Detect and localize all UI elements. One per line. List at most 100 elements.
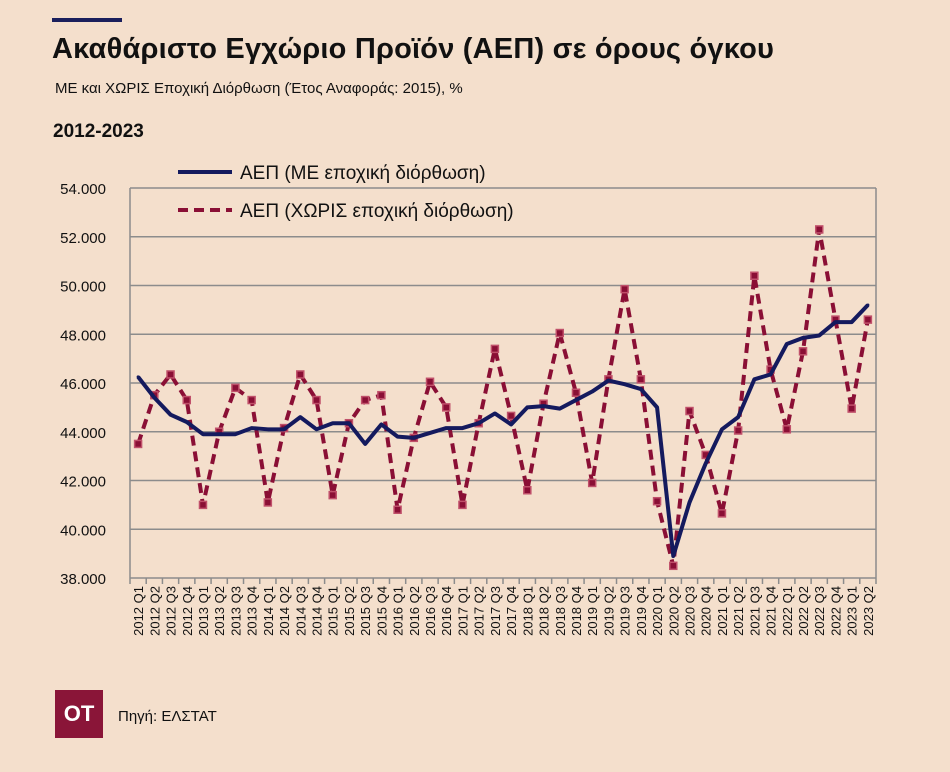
data-point-sa <box>282 427 286 431</box>
x-tick-label: 2018 Q2 <box>537 586 552 636</box>
data-point-nsa <box>490 344 500 354</box>
x-tick-label: 2022 Q2 <box>796 586 811 636</box>
data-point-nsa <box>652 496 662 506</box>
y-tick-label: 40.000 <box>60 522 106 539</box>
data-point-sa <box>136 375 140 379</box>
x-tick-label: 2013 Q2 <box>212 586 227 636</box>
x-tick-label: 2014 Q2 <box>277 586 292 636</box>
data-point-nsa <box>685 406 694 416</box>
x-tick-label: 2013 Q3 <box>228 586 243 636</box>
data-point-nsa <box>847 404 856 413</box>
x-tick-label: 2012 Q4 <box>180 586 195 636</box>
data-point-sa <box>590 390 594 394</box>
x-tick-label: 2021 Q1 <box>715 586 730 636</box>
data-point-nsa <box>733 426 743 435</box>
data-point-sa <box>736 415 740 419</box>
y-tick-label: 44.000 <box>60 425 106 442</box>
data-point-sa <box>169 413 173 417</box>
data-point-sa <box>233 432 237 436</box>
x-tick-label: 2019 Q4 <box>634 586 649 636</box>
y-tick-label: 42.000 <box>60 474 106 491</box>
x-tick-label: 2022 Q1 <box>780 586 795 636</box>
data-point-nsa <box>506 411 516 421</box>
x-tick-label: 2017 Q3 <box>488 586 503 636</box>
data-point-sa <box>509 422 513 426</box>
x-tick-label: 2020 Q1 <box>650 586 665 636</box>
data-point-sa <box>574 398 578 402</box>
data-point-nsa <box>458 500 467 510</box>
data-point-nsa <box>620 284 629 294</box>
data-point-sa <box>606 379 610 383</box>
y-tick-label: 50.000 <box>60 279 106 296</box>
y-tick-label: 54.000 <box>60 181 106 198</box>
y-tick-label: 38.000 <box>60 571 106 588</box>
data-point-nsa <box>669 561 678 571</box>
data-point-nsa <box>587 478 597 488</box>
data-point-nsa <box>377 390 386 400</box>
x-tick-label: 2017 Q4 <box>504 586 519 636</box>
x-tick-label: 2016 Q4 <box>439 586 454 636</box>
chart-title: Ακαθάριστο Εγχώριο Προϊόν (ΑΕΠ) σε όρους… <box>52 33 775 65</box>
data-point-nsa <box>182 395 192 405</box>
x-tick-label: 2013 Q1 <box>196 586 211 636</box>
data-point-sa <box>493 411 497 415</box>
data-point-nsa <box>328 490 337 500</box>
data-point-sa <box>688 500 691 504</box>
data-point-nsa <box>863 315 873 324</box>
data-point-sa <box>347 421 351 425</box>
data-point-sa <box>785 342 789 346</box>
data-point-nsa <box>571 388 581 397</box>
data-point-nsa <box>133 439 143 449</box>
data-point-sa <box>250 426 254 430</box>
data-point-sa <box>331 421 335 425</box>
series-line-sa <box>136 303 870 559</box>
data-point-sa <box>266 427 270 431</box>
x-tick-label: 2014 Q4 <box>310 586 325 636</box>
data-point-nsa <box>814 225 824 234</box>
data-point-sa <box>444 426 448 430</box>
data-point-sa <box>363 442 367 446</box>
chart-period: 2012-2023 <box>53 121 144 142</box>
data-point-sa <box>525 405 529 409</box>
data-point-nsa <box>636 375 646 384</box>
x-tick-label: 2017 Q1 <box>455 586 470 636</box>
data-point-sa <box>817 333 821 337</box>
x-tick-label: 2020 Q4 <box>699 586 714 636</box>
x-tick-label: 2018 Q3 <box>553 586 568 636</box>
data-point-sa <box>396 435 400 439</box>
x-tick-label: 2014 Q1 <box>261 586 276 636</box>
x-tick-label: 2012 Q1 <box>131 586 146 636</box>
data-point-sa <box>801 336 805 340</box>
x-tick-label: 2021 Q4 <box>764 586 779 636</box>
data-point-sa <box>315 427 318 431</box>
x-tick-label: 2020 Q2 <box>666 586 681 636</box>
data-point-sa <box>752 377 756 381</box>
legend-label-sa: ΑΕΠ (ΜΕ εποχική διόρθωση) <box>240 163 486 184</box>
x-tick-label: 2015 Q2 <box>342 586 357 636</box>
source-note: Πηγή: ΕΛΣΤΑΤ <box>118 708 217 725</box>
x-tick-label: 2021 Q2 <box>731 586 746 636</box>
x-tick-label: 2015 Q3 <box>358 586 373 636</box>
x-tick-label: 2019 Q2 <box>601 586 616 636</box>
data-point-sa <box>720 427 724 431</box>
y-tick-label: 46.000 <box>60 376 106 393</box>
x-tick-label: 2016 Q3 <box>423 586 438 636</box>
data-point-sa <box>769 372 773 376</box>
data-point-sa <box>623 382 627 386</box>
data-point-sa <box>866 303 870 307</box>
x-tick-label: 2016 Q2 <box>407 586 422 636</box>
x-tick-label: 2018 Q4 <box>569 586 584 636</box>
x-tick-label: 2019 Q3 <box>618 586 633 636</box>
data-point-nsa <box>393 505 402 514</box>
ot-logo: ΟΤ <box>55 690 103 738</box>
data-point-sa <box>217 432 221 436</box>
data-point-sa <box>639 387 643 391</box>
x-tick-label: 2012 Q2 <box>147 586 162 636</box>
data-point-nsa <box>441 403 451 412</box>
data-point-nsa <box>750 271 759 280</box>
x-tick-label: 2019 Q1 <box>585 586 600 636</box>
data-point-nsa <box>782 425 792 434</box>
x-tick-label: 2014 Q3 <box>293 586 308 636</box>
data-point-sa <box>152 396 156 400</box>
